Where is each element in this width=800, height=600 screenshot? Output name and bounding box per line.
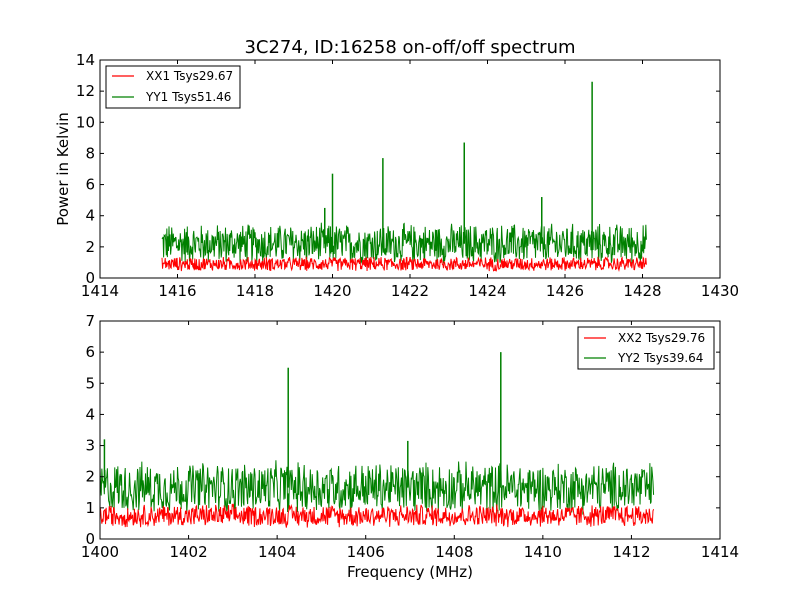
bottom-y-tick-label: 1: [85, 499, 95, 517]
top-series-layer: [161, 81, 647, 272]
bottom-legend: XX2 Tsys29.76 YY2 Tsys39.64: [577, 326, 715, 370]
series-yy1: [161, 222, 647, 264]
top-x-tick-label: 1428: [623, 282, 661, 300]
legend-label-yy1: YY1 Tsys51.46: [145, 90, 231, 104]
top-y-tick-label: 10: [76, 113, 95, 131]
bottom-plot-frame: [99, 320, 721, 540]
legend-label-yy2: YY2 Tsys39.64: [617, 351, 703, 365]
top-x-tick-label: 1422: [391, 282, 429, 300]
top-y-axis-label: Power in Kelvin: [54, 112, 72, 226]
bottom-x-tick-label: 1400: [81, 543, 119, 561]
series-xx2: [99, 503, 655, 528]
top-y-tick-label: 14: [76, 51, 95, 69]
bottom-y-tick-label: 7: [85, 312, 95, 330]
top-x-tick-label: 1416: [158, 282, 196, 300]
bottom-x-tick-label: 1410: [524, 543, 562, 561]
top-x-tick-label: 1418: [236, 282, 274, 300]
bottom-x-tick-label: 1402: [169, 543, 207, 561]
bottom-y-tick-label: 5: [85, 374, 95, 392]
bottom-x-axis-label: Frequency (MHz): [347, 563, 473, 581]
bottom-y-tick-label: 4: [85, 405, 95, 423]
top-y-tick-label: 6: [85, 176, 95, 194]
bottom-y-tick-label: 2: [85, 468, 95, 486]
bottom-y-tick-label: 0: [85, 530, 95, 548]
bottom-panel: 1400 1402 1404 1406 1408 1410 1412 1414 0 1 2 3 4 5 6 7…: [81, 312, 739, 581]
bottom-x-tick-label: 1406: [347, 543, 385, 561]
bottom-y-tick-label: 3: [85, 437, 95, 455]
top-panel: 1414 1416 1418 1420 1422 1424 1426 1428 1430 0 2 4 6…: [54, 51, 739, 300]
bottom-series-layer: [99, 352, 655, 528]
top-x-tick-label: 1426: [546, 282, 584, 300]
chart-title: 3C274, ID:16258 on-off/off spectrum: [244, 37, 575, 58]
top-y-tick-label: 12: [76, 82, 95, 100]
bottom-y-tick-label: 6: [85, 343, 95, 361]
bottom-x-tick-label: 1412: [612, 543, 650, 561]
top-axis-layer: 1414 1416 1418 1420 1422 1424 1426 1428 1430 0 2 4 6…: [76, 51, 739, 300]
top-legend-box: [105, 65, 241, 109]
bottom-axis-layer: 1400 1402 1404 1406 1408 1410 1412 1414 0 1 2 3 4 5 6 7: [81, 312, 739, 561]
top-y-tick-label: 8: [85, 144, 95, 162]
bottom-x-tick-label: 1404: [258, 543, 296, 561]
legend-label-xx1: XX1 Tsys29.67: [146, 69, 233, 83]
top-y-tick-label: 0: [85, 269, 95, 287]
top-y-tick-label: 2: [85, 238, 95, 256]
bottom-x-tick-label: 1414: [701, 543, 739, 561]
top-x-tick-label: 1424: [468, 282, 506, 300]
series-xx1: [161, 256, 647, 272]
top-legend: XX1 Tsys29.67 YY1 Tsys51.46: [105, 65, 241, 109]
top-x-tick-label: 1414: [81, 282, 119, 300]
bottom-x-tick-label: 1408: [435, 543, 473, 561]
top-x-tick-label: 1420: [313, 282, 351, 300]
top-x-tick-label: 1430: [701, 282, 739, 300]
bottom-legend-box: [577, 326, 715, 370]
legend-label-xx2: XX2 Tsys29.76: [618, 331, 705, 345]
series-yy2: [99, 460, 655, 515]
top-y-tick-label: 4: [85, 207, 95, 225]
